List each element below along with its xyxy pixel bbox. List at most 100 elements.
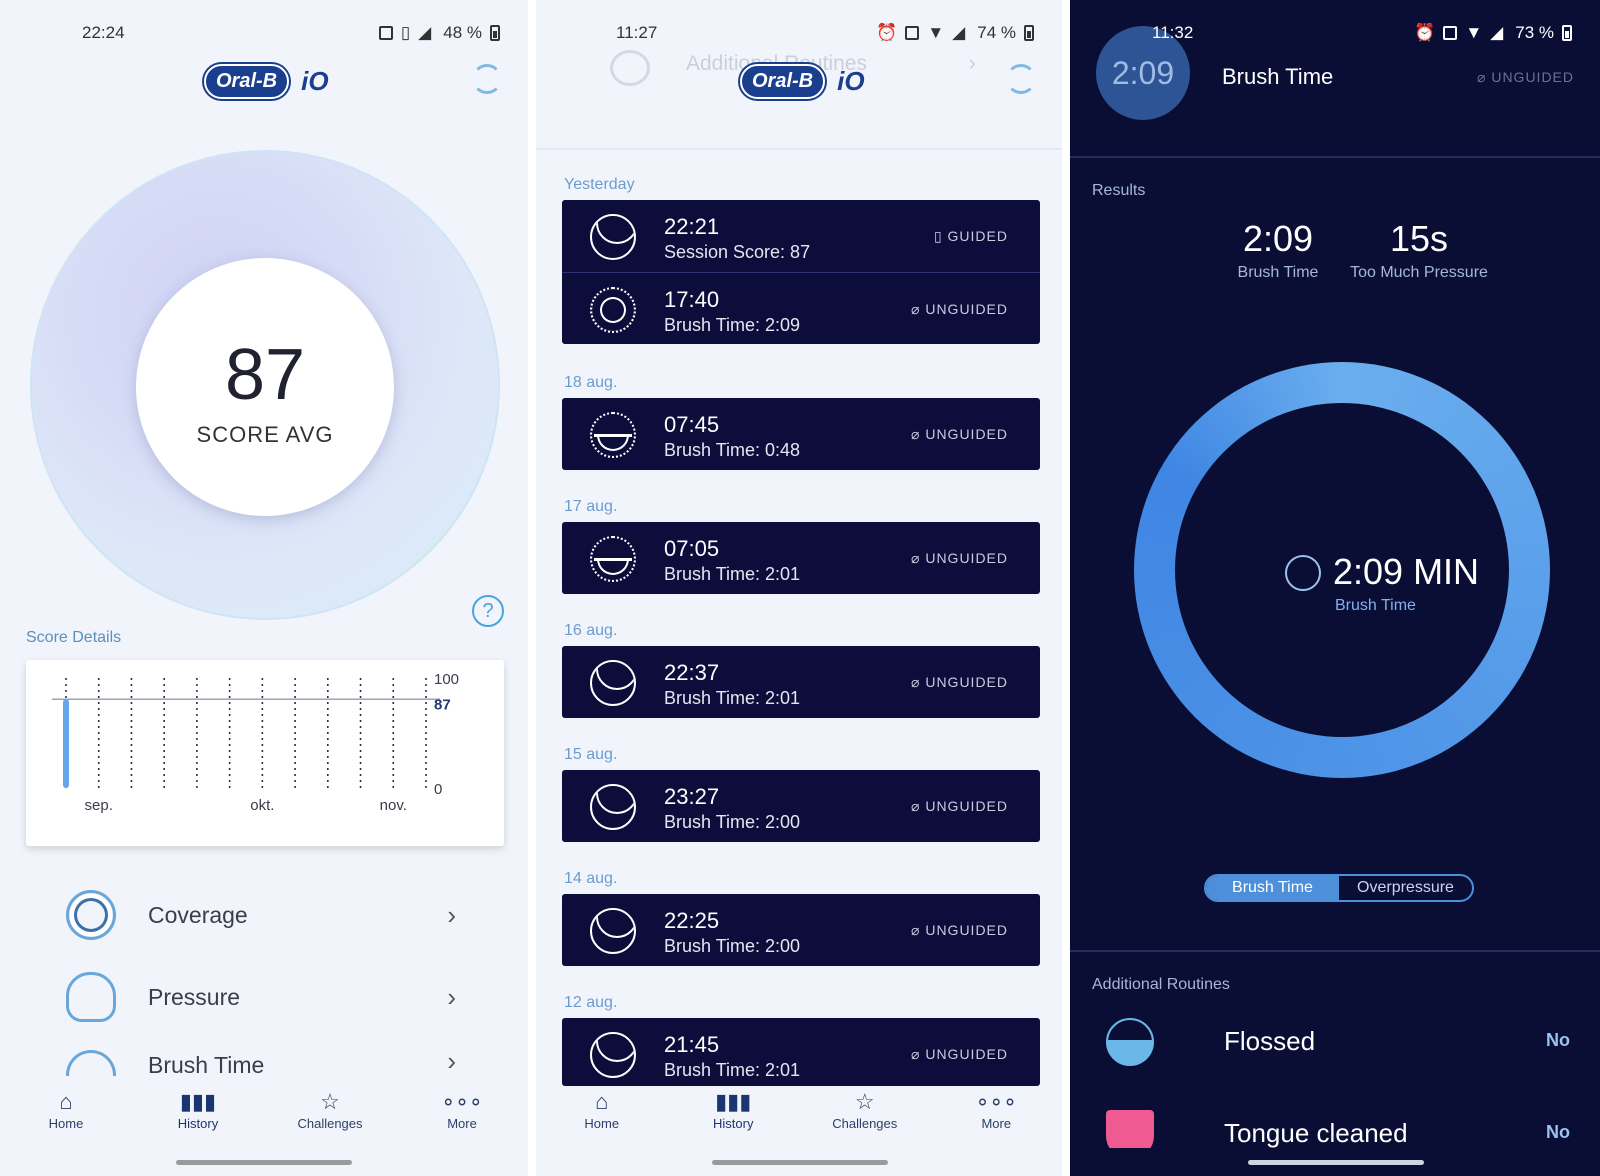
menu-coverage[interactable]: Coverage › — [66, 888, 456, 942]
session-entry[interactable]: 21:45 Brush Time: 2:01 ⌀ UNGUIDED — [562, 1018, 1040, 1086]
metric-toggle: Brush Time Overpressure — [1204, 874, 1474, 902]
session-entry[interactable]: 07:05 Brush Time: 2:01 ⌀ UNGUIDED — [562, 522, 1040, 594]
session-mode-tag: ⌀ UNGUIDED — [911, 922, 1008, 938]
stat-pressure: 15s Too Much Pressure — [1350, 218, 1488, 281]
bottom-nav: ⌂ Home ▮▮▮ History ☆ Challenges ∘∘∘ More — [536, 1088, 1062, 1148]
session-mode-tag: ⌀ UNGUIDED — [911, 798, 1008, 814]
nav-home[interactable]: ⌂ Home — [16, 1088, 116, 1148]
routine-tongue[interactable]: Tongue cleaned No — [1106, 1104, 1570, 1148]
toggle-overpressure[interactable]: Overpressure — [1357, 879, 1454, 896]
gesture-bar[interactable] — [176, 1160, 352, 1165]
sunrise-icon — [590, 536, 636, 582]
x-tick-label: okt. — [250, 797, 274, 814]
score-label: SCORE AVG — [196, 422, 334, 447]
menu-brush-time[interactable]: Brush Time › — [66, 1050, 456, 1076]
chevron-right-icon: › — [968, 50, 976, 75]
session-entry[interactable]: 07:45 Brush Time: 0:48 ⌀ UNGUIDED — [562, 398, 1040, 470]
no-phone-icon: ⌀ — [911, 426, 926, 442]
vibrate-icon: ▯ — [400, 23, 411, 42]
sync-icon[interactable] — [472, 64, 502, 94]
no-phone-icon: ⌀ — [911, 798, 926, 814]
battery-percent: 48 % — [443, 23, 482, 42]
stat-brush-time: 2:09 Brush Time — [1237, 218, 1319, 281]
section-divider — [1070, 950, 1600, 952]
battery-percent: 74 % — [977, 23, 1016, 42]
status-time: 11:32 — [1152, 23, 1194, 42]
session-detail: Brush Time: 2:00 — [664, 812, 801, 832]
battery-icon — [1024, 25, 1034, 41]
header-divider — [1070, 156, 1600, 158]
x-tick-label: sep. — [85, 797, 113, 814]
nav-home[interactable]: ⌂ Home — [552, 1088, 652, 1148]
signal-icon: ◢ — [1490, 23, 1504, 42]
session-time: 07:05 — [664, 536, 720, 561]
status-bar: 11:27 ⏰ ▼ ◢ 74 % — [536, 20, 1062, 48]
date-header: 15 aug. — [564, 746, 618, 763]
nav-more[interactable]: ∘∘∘ More — [412, 1088, 512, 1148]
sync-icon[interactable] — [1006, 64, 1036, 94]
toggle-brush-time[interactable]: Brush Time — [1206, 876, 1339, 900]
y-tick-label: 0 — [434, 781, 442, 798]
date-header: Yesterday — [564, 176, 635, 193]
session-entry[interactable]: 22:25 Brush Time: 2:00 ⌀ UNGUIDED — [562, 894, 1040, 966]
score-bar[interactable] — [63, 699, 69, 788]
coverage-ring-icon — [66, 890, 116, 940]
wifi-icon: ▼ — [927, 23, 945, 42]
signal-icon: ◢ — [418, 23, 432, 42]
clock-icon — [1285, 555, 1321, 591]
battery-icon — [1562, 25, 1572, 41]
session-card: 21:45 Brush Time: 2:01 ⌀ UNGUIDED — [562, 1018, 1040, 1086]
session-time: 07:45 — [664, 412, 720, 437]
routine-value: No — [1546, 1122, 1570, 1142]
tongue-icon — [1106, 1110, 1154, 1148]
status-icons: ▯ ◢ 48 % — [378, 23, 500, 43]
gesture-bar[interactable] — [712, 1160, 888, 1165]
routine-flossed[interactable]: Flossed No — [1106, 1012, 1570, 1072]
more-dots-icon: ∘∘∘ — [441, 1089, 483, 1114]
session-detail: Brush Time: 0:48 — [664, 440, 801, 460]
nav-more[interactable]: ∘∘∘ More — [946, 1088, 1046, 1148]
no-phone-icon: ⌀ — [911, 1046, 926, 1062]
bottom-nav: ⌂ Home ▮▮▮ History ☆ Challenges ∘∘∘ More — [0, 1088, 528, 1148]
bar-chart-icon: ▮▮▮ — [179, 1089, 217, 1114]
date-header: 17 aug. — [564, 498, 618, 515]
alarm-icon: ⏰ — [876, 23, 898, 42]
routine-value: No — [1546, 1030, 1570, 1050]
session-time: 22:37 — [664, 660, 720, 685]
session-detail: Session Score: 87 — [664, 242, 811, 262]
wifi-icon: ▼ — [1465, 23, 1483, 42]
nav-challenges[interactable]: ☆ Challenges — [815, 1088, 915, 1148]
session-entry[interactable]: 23:27 Brush Time: 2:00 ⌀ UNGUIDED — [562, 770, 1040, 842]
question-mark-icon[interactable]: ? — [472, 595, 504, 627]
moon-icon — [590, 214, 636, 260]
score-details-title: Score Details — [26, 629, 122, 646]
session-entry[interactable]: 17:40 Brush Time: 2:09 ⌀ UNGUIDED — [562, 272, 1040, 344]
nav-challenges[interactable]: ☆ Challenges — [280, 1088, 380, 1148]
no-phone-icon: ⌀ — [1477, 69, 1492, 85]
floss-icon — [1106, 1018, 1154, 1066]
unguided-tag: ⌀ UNGUIDED — [1477, 69, 1574, 85]
status-bar: 11:32 ⏰ ▼ ◢ 73 % — [1070, 20, 1600, 48]
session-card: 07:45 Brush Time: 0:48 ⌀ UNGUIDED — [562, 398, 1040, 470]
session-entry[interactable]: 22:21 Session Score: 87 ▯ GUIDED — [562, 200, 1040, 272]
nfc-icon — [378, 26, 393, 40]
moon-icon — [590, 1032, 636, 1078]
moon-icon — [590, 784, 636, 830]
moon-icon — [590, 908, 636, 954]
menu-pressure[interactable]: Pressure › — [66, 970, 456, 1024]
y-tick-label: 100 — [434, 671, 459, 688]
ghost-title: Additional Routines — [686, 52, 867, 75]
header-divider — [536, 148, 1062, 150]
score-chart-card[interactable]: 100 87 0 sep. okt. nov. — [26, 660, 504, 846]
oral-b-logo: Oral-B iO — [204, 64, 329, 99]
nav-history[interactable]: ▮▮▮ History — [683, 1088, 783, 1148]
home-icon: ⌂ — [595, 1089, 609, 1114]
session-detail: Brush Time: 2:09 — [664, 315, 801, 335]
gesture-bar[interactable] — [1248, 1160, 1424, 1165]
session-entry[interactable]: 22:37 Brush Time: 2:01 ⌀ UNGUIDED — [562, 646, 1040, 718]
session-card: 07:05 Brush Time: 2:01 ⌀ UNGUIDED — [562, 522, 1040, 594]
alarm-icon: ⏰ — [1414, 23, 1436, 42]
nav-history[interactable]: ▮▮▮ History — [148, 1088, 248, 1148]
session-time: 17:40 — [664, 287, 720, 312]
date-header: 14 aug. — [564, 870, 618, 887]
